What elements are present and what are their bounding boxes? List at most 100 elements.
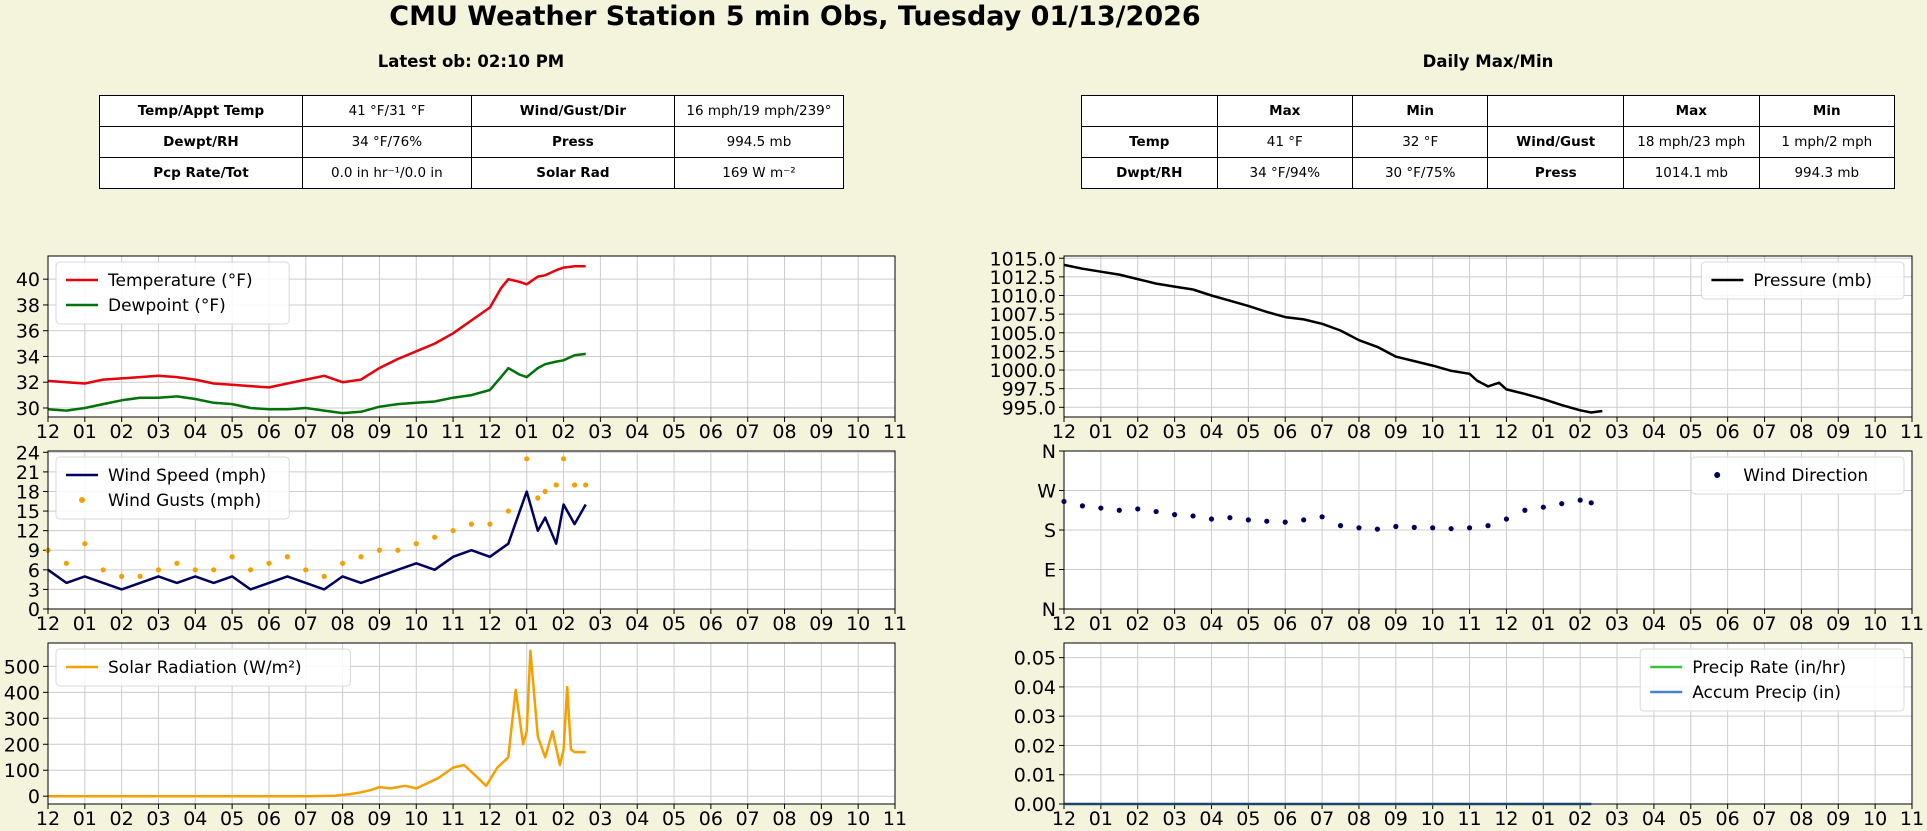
x-tick-label: 05	[1236, 613, 1260, 635]
data-point	[284, 554, 290, 560]
data-point	[432, 534, 438, 540]
y-tick-label: 30	[16, 398, 40, 420]
data-point	[63, 560, 70, 566]
x-tick-label: 09	[1826, 808, 1850, 830]
y-tick-label: 1007.5	[990, 304, 1056, 326]
legend	[1690, 456, 1905, 495]
x-tick-label: 10	[1421, 421, 1445, 443]
table-cell: Press	[1487, 157, 1625, 189]
data-point	[1172, 512, 1178, 518]
x-tick-label: 08	[772, 421, 796, 443]
precip-chart: 12 01 02 03 04 05 06 07 08 09 10 11 12 01 02 03 04 05 06 07…	[1014, 642, 1924, 830]
legend	[1639, 648, 1905, 712]
y-tick-label: 18	[16, 481, 40, 503]
table-row: Temp/Appt Temp 41 °F/31 °F Wind/Gust/Dir…	[99, 95, 845, 127]
data-point	[395, 547, 401, 553]
y-tick-label: E	[1044, 560, 1056, 582]
data-point	[303, 567, 309, 573]
page-title: CMU Weather Station 5 min Obs, Tuesday 0…	[389, 1, 1201, 32]
y-tick-label: 40	[16, 269, 40, 291]
series-line	[48, 649, 586, 798]
x-tick-label: 07	[1752, 808, 1776, 830]
y-tick-label: 0.03	[1014, 706, 1056, 728]
data-point	[1245, 517, 1251, 523]
x-tick-label: 01	[1531, 613, 1555, 635]
x-tick-label: 06	[699, 613, 723, 635]
data-point	[1190, 513, 1196, 519]
x-tick-label: 11	[883, 613, 907, 635]
y-tick-label: 36	[16, 321, 40, 343]
legend-label: Wind Speed (mph)	[108, 466, 266, 486]
x-tick-label: 12	[36, 808, 60, 830]
table-cell	[1081, 95, 1218, 127]
y-tick-label: 12	[16, 521, 40, 543]
data-point	[572, 482, 578, 488]
legend-label: Precip Rate (in/hr)	[1692, 658, 1846, 678]
x-tick-label: 04	[1642, 613, 1666, 635]
x-tick-label: 12	[1494, 421, 1518, 443]
x-tick-label: 07	[294, 421, 318, 443]
x-tick-label: 03	[1163, 613, 1187, 635]
table-cell: 1014.1 mb	[1623, 157, 1760, 189]
x-tick-label: 03	[588, 613, 612, 635]
x-tick-label: 05	[220, 421, 244, 443]
legend-label: Pressure (mb)	[1753, 271, 1872, 291]
y-tick-label: 3	[28, 579, 40, 601]
x-tick-label: 06	[1273, 613, 1297, 635]
y-tick-label: 0.05	[1014, 648, 1056, 670]
y-tick-label: 400	[4, 682, 40, 704]
series-line	[47, 352, 586, 415]
data-point	[1374, 526, 1380, 532]
legend	[55, 456, 290, 520]
x-tick-label: 02	[551, 421, 575, 443]
x-tick-label: 08	[1789, 421, 1813, 443]
x-tick-label: 04	[625, 808, 649, 830]
data-point	[1485, 523, 1491, 529]
x-tick-label: 08	[331, 808, 355, 830]
legend-label: Wind Direction	[1743, 466, 1868, 486]
table-cell: 169 W m⁻²	[673, 157, 845, 189]
x-tick-label: 03	[1605, 808, 1629, 830]
data-point	[340, 560, 346, 566]
table-cell: 18 mph/23 mph	[1623, 126, 1760, 158]
x-tick-label: 07	[1752, 421, 1776, 443]
data-point	[1430, 525, 1436, 531]
x-tick-label: 09	[1384, 613, 1408, 635]
data-point	[376, 547, 383, 553]
y-tick-label: 0	[28, 599, 40, 621]
x-tick-label: 09	[1826, 421, 1850, 443]
x-tick-label: 03	[1163, 808, 1187, 830]
x-tick-label: 09	[1826, 613, 1850, 635]
x-tick-label: 05	[662, 613, 686, 635]
data-point	[266, 560, 272, 566]
data-point	[1264, 518, 1270, 524]
x-tick-label: 11	[1457, 808, 1481, 830]
daily-maxmin-heading: Daily Max/Min	[1422, 52, 1554, 71]
x-tick-label: 08	[331, 421, 355, 443]
y-tick-label: 34	[16, 346, 40, 368]
table-cell: Min	[1351, 95, 1489, 127]
legend-label: Temperature (°F)	[107, 271, 253, 291]
table-cell: 41 °F	[1216, 126, 1354, 158]
x-tick-label: 11	[1900, 421, 1924, 443]
table-cell: Wind/Gust/Dir	[470, 95, 675, 127]
y-tick-label: 0	[28, 786, 40, 808]
x-tick-label: 10	[1863, 808, 1887, 830]
x-tick-label: 12	[478, 421, 502, 443]
x-tick-label: 03	[588, 808, 612, 830]
series-line	[47, 490, 587, 591]
table-row: Dewpt/RH 34 °F/76% Press 994.5 mb	[99, 126, 845, 158]
x-tick-label: 06	[257, 808, 281, 830]
data-point	[524, 456, 530, 462]
x-tick-label: 09	[367, 613, 391, 635]
x-tick-label: 11	[441, 613, 465, 635]
x-tick-label: 02	[1126, 808, 1150, 830]
data-point	[1466, 525, 1473, 531]
x-tick-label: 01	[515, 421, 539, 443]
x-tick-label: 09	[809, 808, 833, 830]
x-tick-label: 12	[1052, 808, 1076, 830]
data-point	[229, 554, 235, 560]
x-tick-label: 04	[1199, 808, 1223, 830]
y-tick-label: 1010.0	[990, 286, 1056, 308]
x-tick-label: 06	[1716, 613, 1740, 635]
